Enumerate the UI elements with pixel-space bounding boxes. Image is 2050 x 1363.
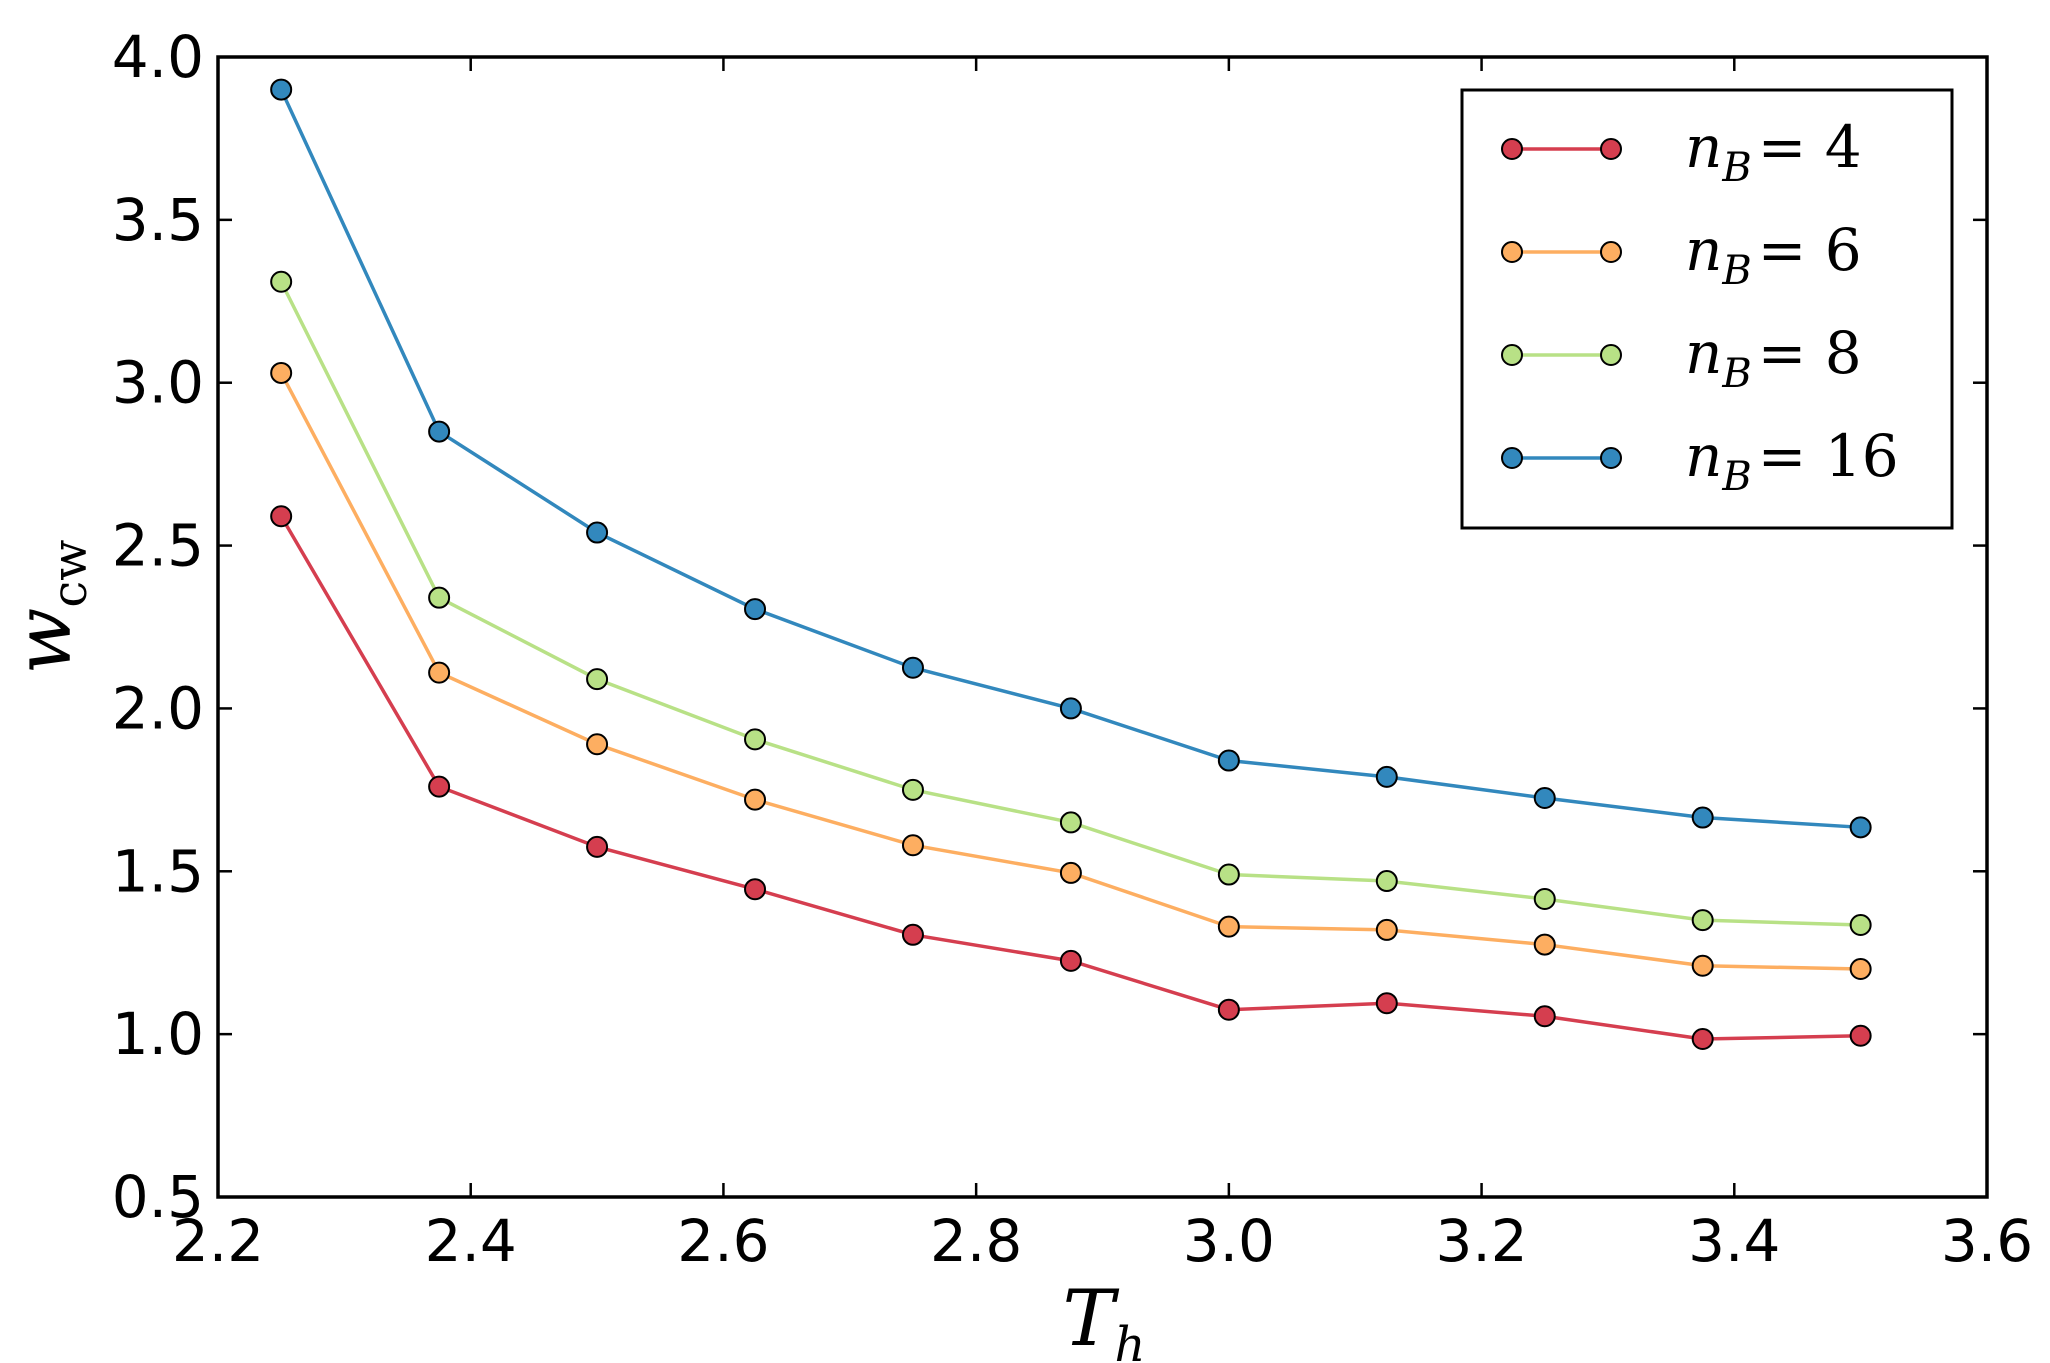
data-point <box>1849 914 1872 937</box>
data-point <box>586 521 609 544</box>
data-point <box>1375 992 1398 1015</box>
data-point <box>428 661 451 684</box>
axis-labels: Th wcw <box>0 540 1145 1363</box>
y-axis-label: wcw <box>0 540 98 675</box>
legend-marker <box>1501 344 1523 366</box>
legend-marker <box>1600 241 1622 263</box>
x-tick-label: 2.2 <box>172 1207 264 1275</box>
data-point <box>270 270 293 293</box>
data-point <box>1533 1005 1556 1028</box>
data-point <box>901 778 924 801</box>
data-point <box>586 835 609 858</box>
data-point <box>428 420 451 443</box>
data-point <box>586 668 609 691</box>
x-tick-label: 3.0 <box>1183 1207 1275 1275</box>
x-tick-label: 3.6 <box>1941 1207 2033 1275</box>
data-point <box>744 788 767 811</box>
legend-label: nB = 4 <box>1685 113 1862 191</box>
legend-box <box>1460 88 1954 530</box>
data-point <box>744 728 767 751</box>
series-2 <box>270 270 1872 937</box>
data-point <box>1691 806 1714 829</box>
series-1 <box>270 361 1872 980</box>
y-tick-label: 3.5 <box>112 186 204 254</box>
x-tick-label: 3.4 <box>1688 1207 1780 1275</box>
data-point <box>1533 887 1556 910</box>
data-point <box>744 598 767 621</box>
series-3 <box>270 78 1872 839</box>
data-point <box>1217 749 1240 772</box>
data-point <box>1217 998 1240 1021</box>
data-point <box>270 505 293 528</box>
data-point <box>428 775 451 798</box>
legend-marker <box>1501 447 1523 469</box>
legend-marker <box>1600 447 1622 469</box>
legend-item: nB = 8 <box>1501 319 1862 397</box>
data-point <box>428 586 451 609</box>
data-point <box>901 923 924 946</box>
series-0 <box>270 505 1872 1051</box>
y-tick-label: 1.0 <box>112 1000 204 1068</box>
data-point <box>1849 958 1872 980</box>
legend-marker <box>1501 241 1523 263</box>
data-point <box>1059 811 1082 834</box>
y-tick-label: 1.5 <box>112 837 204 905</box>
data-point <box>586 733 609 756</box>
data-point <box>1059 949 1082 972</box>
legend: nB = 4 nB = 6 nB = 8 nB = 16 <box>1460 88 1954 530</box>
data-point <box>1849 816 1872 839</box>
series-group <box>270 78 1872 1051</box>
x-tick-label: 2.8 <box>930 1207 1022 1275</box>
plot-frame <box>216 55 1989 1199</box>
y-tick-label: 0.5 <box>112 1163 204 1231</box>
data-point <box>1375 918 1398 941</box>
data-point <box>1533 933 1556 956</box>
legend-item: nB = 6 <box>1501 216 1862 294</box>
data-point <box>1691 909 1714 932</box>
x-tick-label: 3.2 <box>1435 1207 1527 1275</box>
x-tick-label: 2.4 <box>425 1207 517 1275</box>
data-point <box>744 878 767 901</box>
y-tick-label: 3.0 <box>112 349 204 417</box>
ticks: 2.2 2.4 2.6 2.8 3.0 3.2 3.4 3.6 0.5 1.0 1.5 2.0 2.5 3… <box>112 23 2033 1275</box>
data-point <box>270 361 293 384</box>
legend-label: nB = 16 <box>1685 422 1899 500</box>
y-tick-label: 2.5 <box>112 512 204 580</box>
data-point <box>1691 954 1714 977</box>
data-point <box>1849 1024 1872 1047</box>
legend-label: nB = 6 <box>1685 216 1862 294</box>
data-point <box>1375 765 1398 788</box>
data-point <box>1533 787 1556 809</box>
y-tick-label: 2.0 <box>112 674 204 742</box>
legend-marker <box>1501 138 1523 160</box>
data-point <box>1375 870 1398 893</box>
data-point <box>901 834 924 857</box>
legend-item: nB = 4 <box>1501 113 1862 191</box>
x-tick-label: 2.6 <box>677 1207 769 1275</box>
legend-label: nB = 8 <box>1685 319 1862 397</box>
data-point <box>1059 861 1082 884</box>
legend-item: nB = 16 <box>1501 422 1899 500</box>
legend-marker <box>1600 344 1622 366</box>
data-point <box>901 656 924 679</box>
x-axis-label: Th <box>1063 1274 1146 1363</box>
legend-marker <box>1600 138 1622 160</box>
y-tick-label: 4.0 <box>112 23 204 91</box>
data-point <box>1217 915 1240 938</box>
data-point <box>1217 863 1240 886</box>
data-point <box>1059 697 1082 720</box>
data-point <box>270 78 293 101</box>
data-point <box>1691 1028 1714 1051</box>
